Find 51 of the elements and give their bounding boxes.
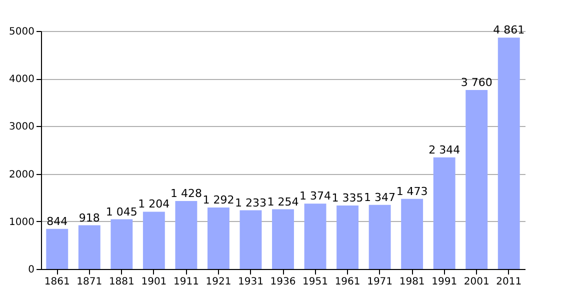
data-label: 1 045 xyxy=(106,205,138,218)
bar xyxy=(272,209,294,269)
x-tick-label: 1871 xyxy=(76,276,102,288)
data-label: 4 861 xyxy=(493,24,525,37)
data-label: 844 xyxy=(46,214,68,228)
x-tick-label: 1901 xyxy=(141,276,167,288)
data-label: 1 335 xyxy=(332,191,364,204)
bar xyxy=(142,212,165,269)
x-tick-label: 2011 xyxy=(496,276,522,288)
bar xyxy=(46,228,68,269)
data-label: 1 254 xyxy=(267,195,299,208)
data-label: 2 344 xyxy=(428,143,460,156)
y-tick-label: 1000 xyxy=(9,216,34,228)
x-tick-label: 1911 xyxy=(173,276,199,288)
x-tick-label: 1936 xyxy=(270,276,296,288)
x-tick-label: 1981 xyxy=(399,276,425,288)
x-tick-label: 1971 xyxy=(367,276,393,288)
y-tick-label: 2000 xyxy=(9,169,34,180)
bar xyxy=(368,204,391,269)
data-label: 1 347 xyxy=(364,190,396,204)
x-tick-label: 1921 xyxy=(206,276,232,288)
bar xyxy=(240,210,262,269)
x-tick-label: 1951 xyxy=(302,276,328,288)
x-tick-label: 2001 xyxy=(464,276,490,288)
bar xyxy=(466,90,488,269)
bar xyxy=(336,205,359,269)
bar xyxy=(78,225,100,269)
data-label: 1 233 xyxy=(234,196,266,210)
bar xyxy=(498,38,520,269)
x-tick-label: 1861 xyxy=(44,276,70,288)
y-tick-label: 3000 xyxy=(9,122,34,133)
data-label: 3 760 xyxy=(460,76,492,90)
bar xyxy=(304,204,326,269)
data-label: 1 473 xyxy=(396,184,428,198)
data-label: 918 xyxy=(78,211,100,224)
bar xyxy=(401,198,424,269)
x-tick-label: 1961 xyxy=(334,276,360,288)
data-label: 1 374 xyxy=(300,190,332,203)
x-tick-label: 1991 xyxy=(432,276,458,288)
y-tick-label: 5000 xyxy=(9,26,34,38)
bar xyxy=(433,157,456,269)
x-tick-label: 1881 xyxy=(108,276,134,288)
data-label: 1 292 xyxy=(202,194,234,206)
data-label: 1 204 xyxy=(138,198,170,211)
y-tick-label: 0 xyxy=(28,264,34,276)
bar xyxy=(175,201,198,269)
bar xyxy=(110,219,133,269)
data-label: 1 428 xyxy=(170,187,202,200)
y-tick-label: 4000 xyxy=(9,74,34,86)
x-tick-label: 1931 xyxy=(238,276,264,288)
bar xyxy=(207,208,230,269)
